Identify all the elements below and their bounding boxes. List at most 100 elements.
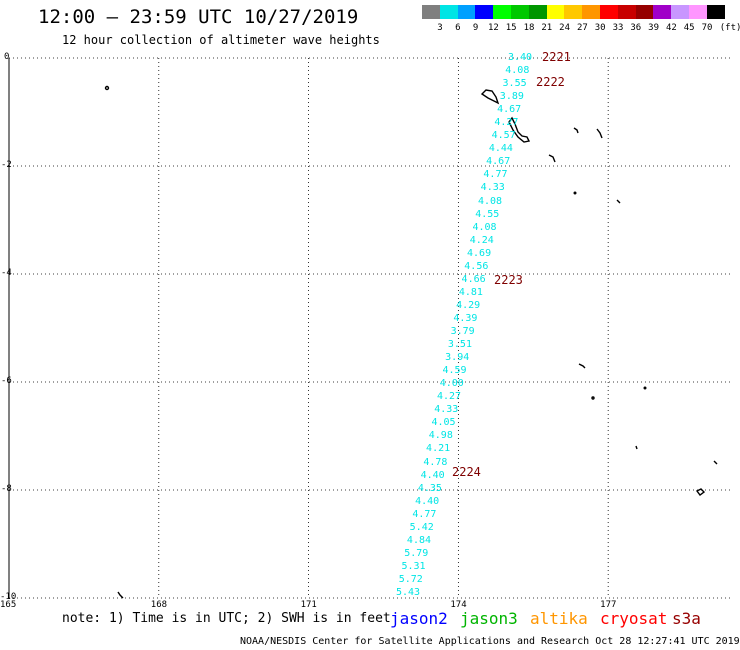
lat-label: -4: [1, 268, 12, 278]
satellite-name: cryosat: [600, 609, 668, 628]
color-scale-label: 42: [665, 23, 677, 33]
swh-value: 4.08: [477, 195, 503, 207]
color-swatch: [653, 5, 672, 19]
footer-note: note: 1) Time is in UTC; 2) SWH is in fe…: [62, 611, 391, 626]
color-scale-label: 21: [541, 23, 553, 33]
swh-value: 4.21: [426, 443, 451, 455]
island: [548, 154, 556, 163]
swh-value: 4.57: [491, 130, 516, 142]
swh-value: 4.67: [486, 156, 511, 168]
swh-value: 4.08: [472, 221, 497, 233]
swh-value: 5.31: [401, 560, 426, 572]
color-scale-label: 6: [455, 23, 461, 33]
swh-value: 4.27: [494, 117, 519, 129]
swh-value: 4.24: [469, 234, 494, 246]
swh-value: 4.27: [436, 391, 462, 403]
color-swatch: [511, 5, 529, 19]
swh-value: 4.05: [431, 417, 456, 429]
color-swatch: [582, 5, 600, 19]
color-scale-label: 36: [630, 23, 642, 33]
island: [635, 445, 638, 450]
swh-value: 3.79: [450, 326, 475, 338]
pass-time-label: 2224: [452, 465, 481, 479]
map-subtitle: 12 hour collection of altimeter wave hei…: [62, 33, 380, 47]
pass-time-label: 2221: [542, 50, 571, 64]
color-scale-label: 27: [576, 23, 588, 33]
graticule: [8, 57, 733, 599]
swh-value: 4.55: [475, 208, 500, 220]
swh-value: 5.42: [409, 521, 434, 533]
color-swatch: [439, 5, 458, 19]
swh-value: 4.78: [423, 456, 448, 468]
island: [573, 127, 579, 134]
color-swatch: [528, 5, 547, 19]
swh-value: 4.39: [453, 312, 478, 324]
swh-value: 5.72: [398, 573, 423, 585]
island-outlines: [104, 85, 718, 599]
lat-label: -6: [1, 376, 12, 386]
color-scale-label: 33: [612, 23, 624, 33]
color-swatch: [546, 5, 565, 19]
satellite-name: jason2: [390, 609, 448, 628]
pass-time-label: 2223: [494, 273, 523, 287]
lat-label: 0: [4, 52, 10, 62]
lat-label: -2: [1, 160, 12, 170]
lon-label: 177: [600, 600, 617, 610]
island: [573, 191, 577, 195]
color-swatch: [564, 5, 583, 19]
color-swatch: [617, 5, 636, 19]
island: [591, 396, 595, 400]
swh-value: 4.77: [412, 508, 437, 520]
color-scale-label: 12: [487, 23, 499, 33]
swh-value: 4.84: [406, 534, 432, 546]
color-scale-label: 70: [701, 23, 713, 33]
color-scale-label: 24: [559, 23, 571, 33]
color-swatch: [706, 5, 725, 19]
credit-line: NOAA/NESDIS Center for Satellite Applica…: [240, 636, 740, 647]
swh-value: 4.40: [420, 469, 445, 481]
island: [117, 591, 124, 599]
satellite-name: jason3: [460, 609, 518, 628]
lon-label: 165: [0, 600, 17, 610]
lat-label: -8: [1, 484, 12, 494]
swh-value: 3.55: [502, 78, 527, 90]
island: [508, 116, 531, 143]
island: [695, 488, 706, 496]
color-scale-label: 39: [648, 23, 660, 33]
lon-label: 171: [300, 600, 317, 610]
swh-value: 4.81: [458, 286, 483, 298]
color-swatch: [689, 5, 707, 19]
swh-value: 4.35: [417, 482, 442, 494]
satellite-name: s3a: [672, 609, 701, 628]
satellite-name: altika: [530, 609, 588, 628]
color-scale-label: 18: [523, 23, 535, 33]
swh-value: 4.00: [439, 378, 464, 390]
lat-label: -10: [0, 592, 17, 602]
color-swatch: [493, 5, 511, 19]
swh-value: 5.79: [404, 547, 429, 559]
swh-value: 3.94: [445, 352, 470, 364]
color-scale-label: 30: [594, 23, 606, 33]
color-scale-label: 15: [505, 23, 517, 33]
swh-value: 4.69: [467, 247, 492, 259]
color-swatch: [671, 5, 689, 19]
color-swatch: [600, 5, 618, 19]
swh-value: 3.51: [447, 339, 472, 351]
map-title: 12:00 — 23:59 UTC 10/27/2019: [38, 6, 359, 28]
swh-value: 4.67: [497, 104, 522, 116]
swh-value: 4.44: [488, 143, 513, 155]
swh-value: 5.43: [396, 587, 421, 598]
color-scale-label: 45: [683, 23, 695, 33]
swh-value: 4.66: [461, 273, 486, 285]
island: [596, 128, 603, 139]
island: [713, 460, 718, 465]
lon-label: 174: [450, 600, 467, 610]
island: [578, 363, 586, 369]
swh-value: 4.33: [480, 182, 505, 194]
swh-value: 3.89: [499, 91, 524, 103]
color-swatch: [475, 5, 494, 19]
swh-value: 4.08: [505, 65, 530, 77]
swh-value: 4.33: [434, 404, 459, 416]
island: [480, 89, 500, 105]
